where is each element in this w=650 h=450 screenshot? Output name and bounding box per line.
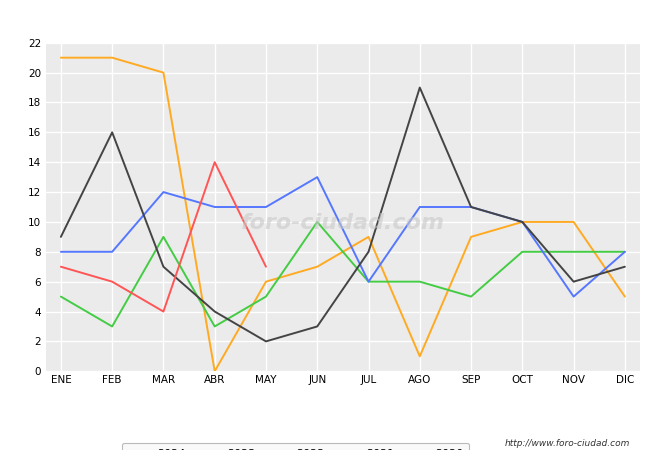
- Text: Matriculaciones de Vehiculos en Piloña: Matriculaciones de Vehiculos en Piloña: [164, 8, 486, 26]
- Legend: 2024, 2023, 2022, 2021, 2020: 2024, 2023, 2022, 2021, 2020: [122, 443, 469, 450]
- Text: http://www.foro-ciudad.com: http://www.foro-ciudad.com: [505, 439, 630, 448]
- Text: foro-ciudad.com: foro-ciudad.com: [241, 213, 445, 234]
